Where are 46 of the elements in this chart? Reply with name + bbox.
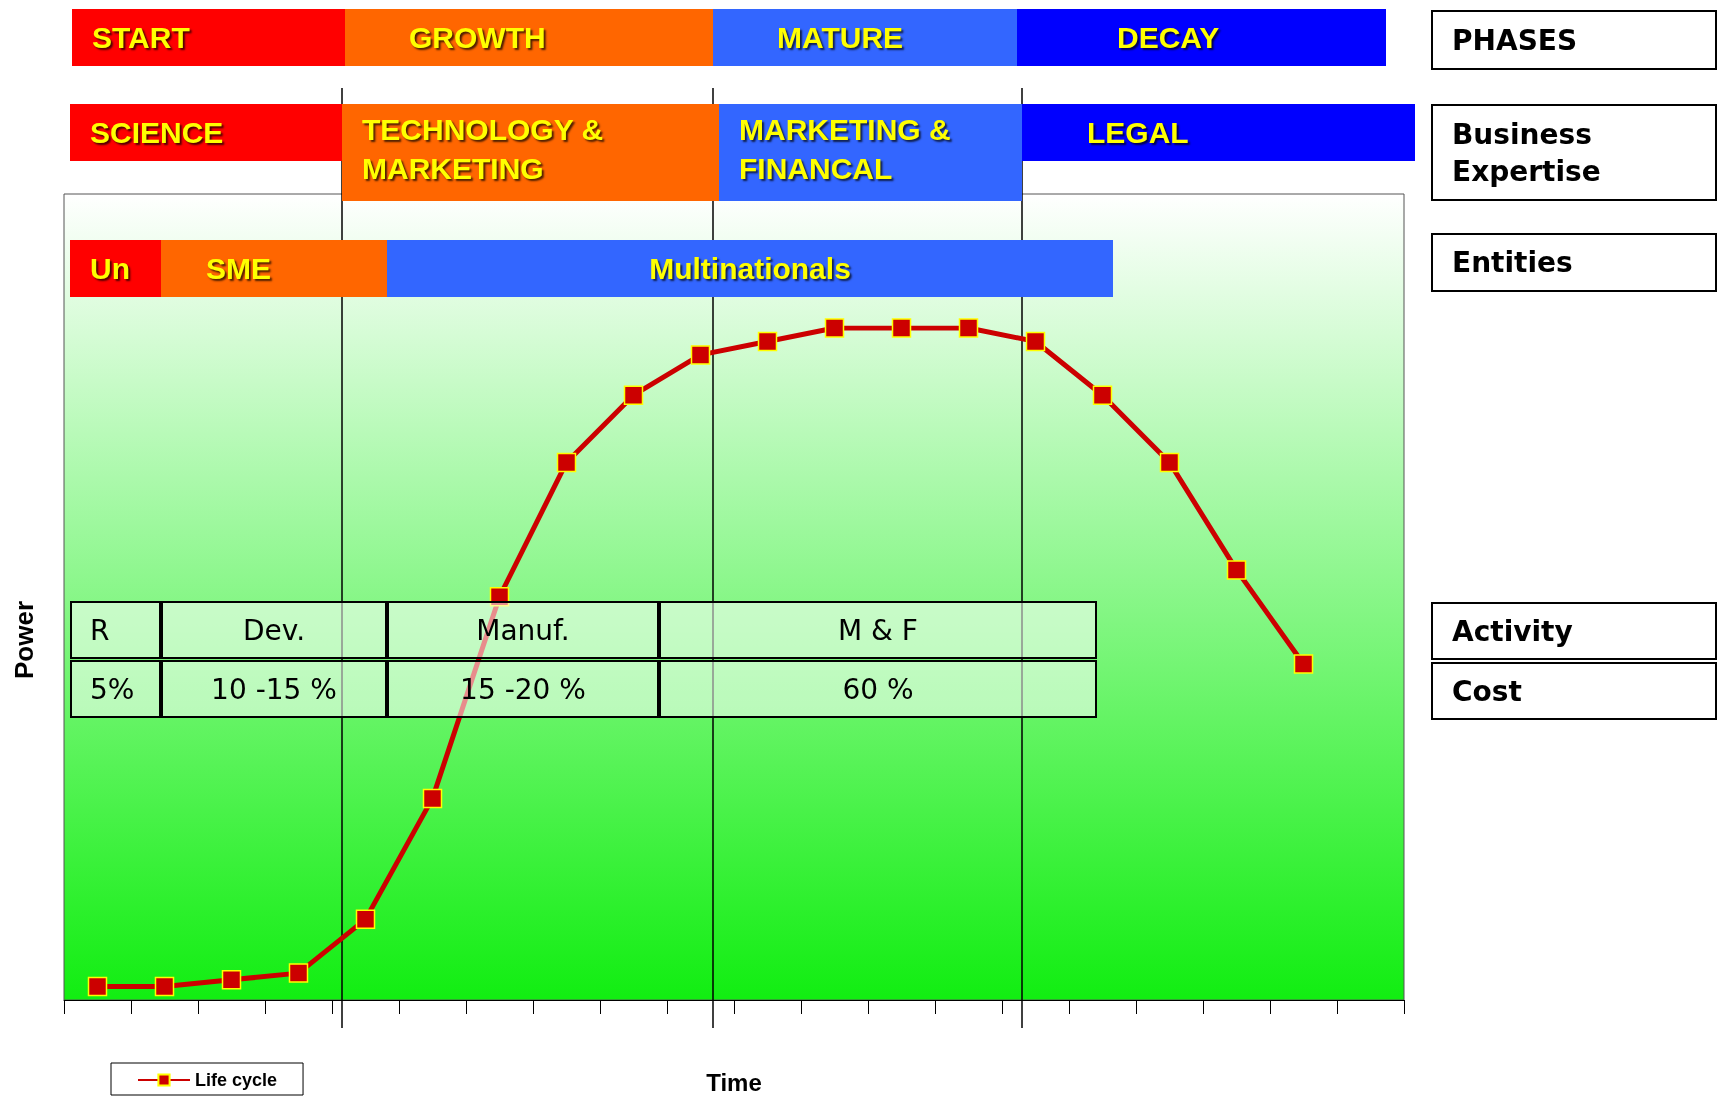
text: SME	[161, 240, 387, 297]
point	[556, 452, 577, 473]
annotation: 15 -20 %	[387, 660, 659, 718]
text: GROWTH	[345, 9, 713, 66]
annotation: Manuf.	[387, 601, 659, 659]
text: Un	[70, 240, 161, 297]
text: MATURE	[713, 9, 1017, 66]
annotation: Dev.	[161, 601, 387, 659]
text: PHASES	[1431, 10, 1717, 70]
y-axis-title: Power	[9, 600, 39, 680]
legend-label: Life cycle	[195, 1070, 278, 1090]
point	[355, 909, 376, 930]
point	[623, 385, 644, 405]
text: MARKETING & FINANCAL	[719, 104, 1022, 201]
point	[288, 963, 309, 983]
point	[1293, 654, 1314, 674]
point	[422, 788, 443, 809]
annotation: 60 %	[659, 660, 1097, 718]
text: Cost	[1431, 662, 1717, 720]
annotation: R	[70, 601, 161, 659]
point	[1159, 452, 1180, 473]
point	[1226, 560, 1247, 580]
point	[891, 318, 912, 338]
point	[690, 345, 711, 365]
text: TECHNOLOGY & MARKETING	[342, 104, 719, 201]
text: LEGAL	[1022, 104, 1415, 161]
point	[154, 976, 175, 997]
point	[1025, 331, 1046, 352]
text: SCIENCE	[70, 104, 342, 161]
point	[87, 976, 108, 997]
x-axis-title: Time	[706, 1068, 762, 1096]
text: Multinationals	[387, 240, 1113, 297]
point	[221, 970, 242, 990]
text: Business Expertise	[1431, 104, 1717, 201]
point	[958, 318, 979, 338]
text: Entities	[1431, 233, 1717, 292]
annotation: 5%	[70, 660, 161, 718]
point	[489, 587, 510, 607]
point	[757, 331, 778, 352]
point	[824, 318, 845, 338]
text: DECAY	[1017, 9, 1386, 66]
annotation: M & F	[659, 601, 1097, 659]
point	[1092, 385, 1113, 405]
text: START	[72, 9, 345, 66]
text: Activity	[1431, 602, 1717, 660]
annotation: 10 -15 %	[161, 660, 387, 718]
